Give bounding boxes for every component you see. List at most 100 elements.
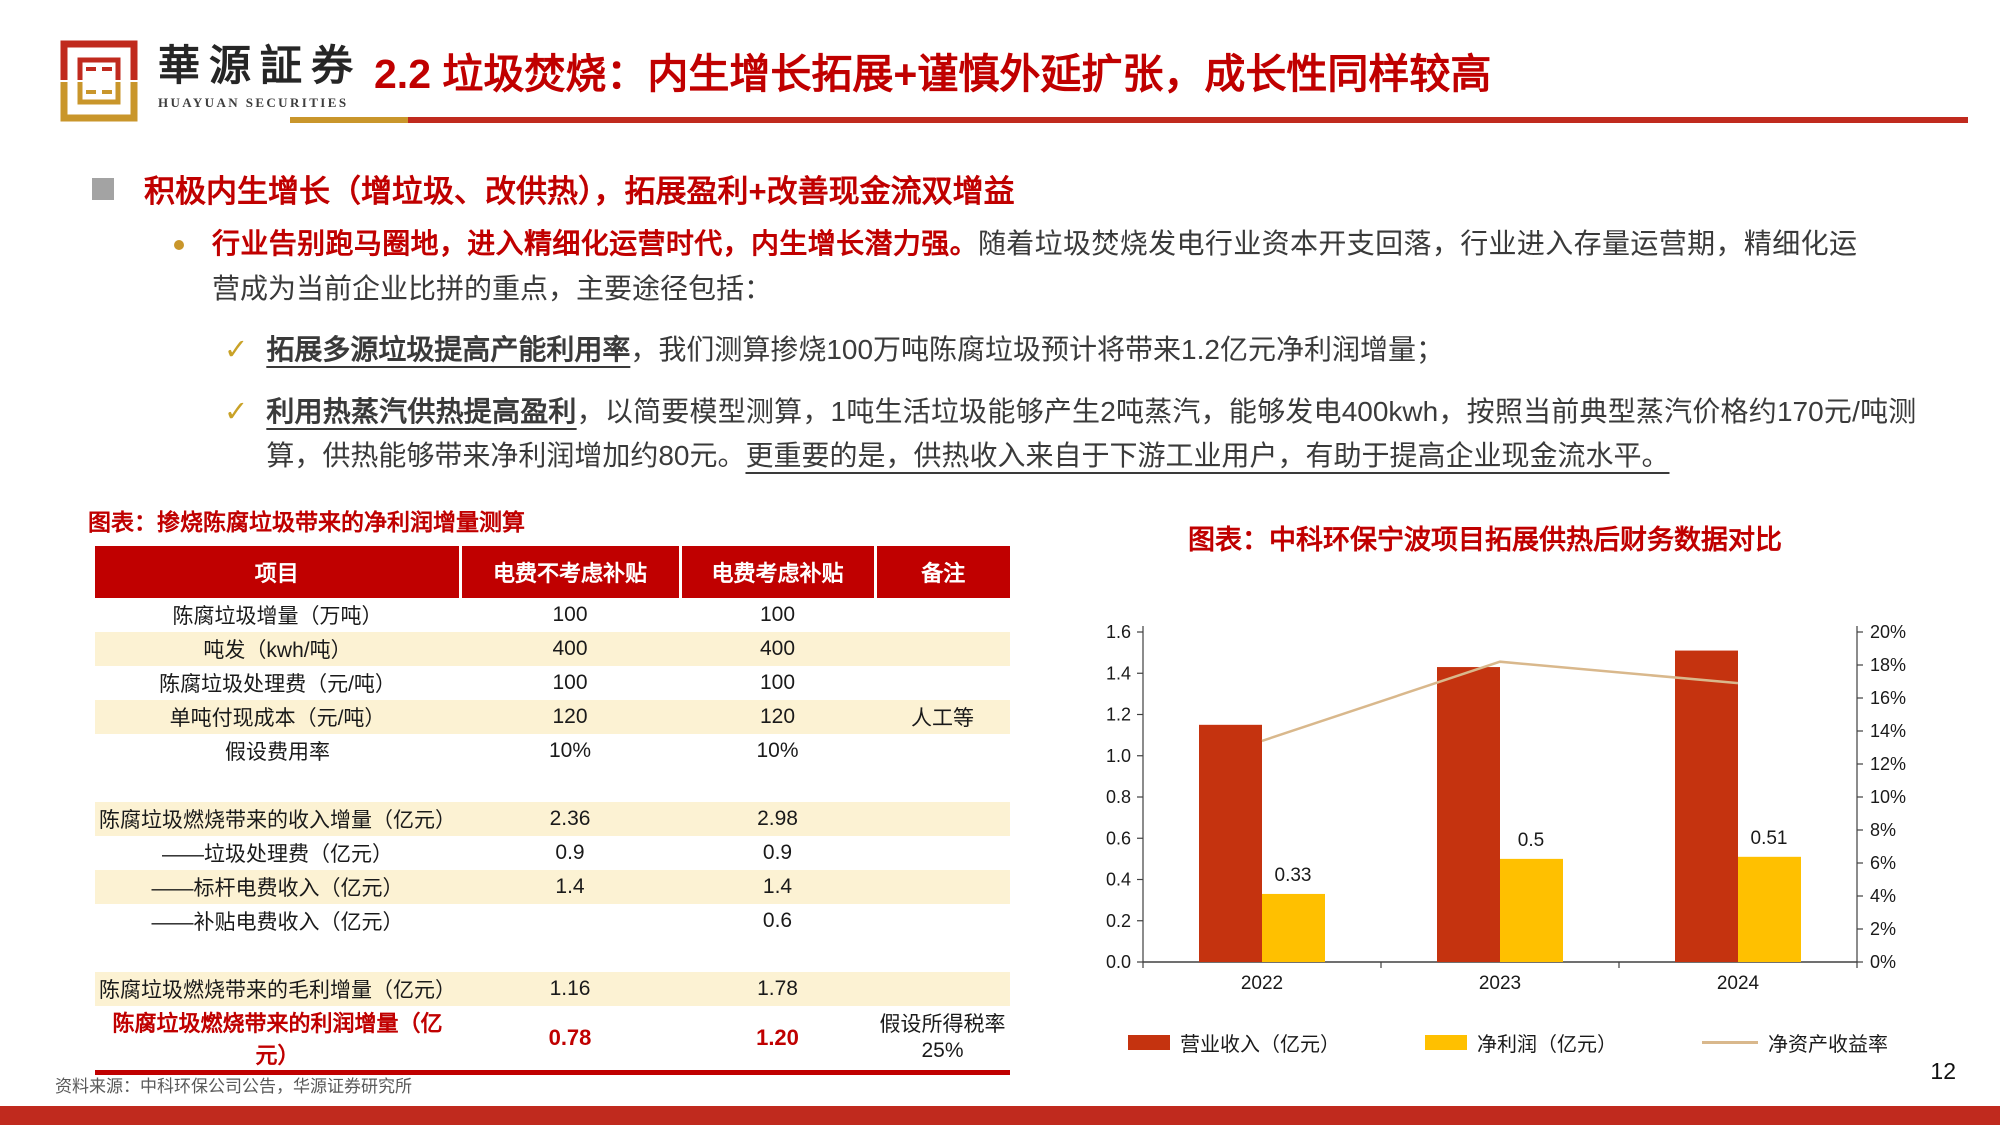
text-segment: ，我们测算掺烧100万吨陈腐垃圾预计将带来1.2亿元净利润增量；	[630, 334, 1444, 365]
logo-en-text: HUAYUAN SECURITIES	[158, 95, 349, 111]
table-cell: 陈腐垃圾燃烧带来的毛利增量（亿元）	[95, 972, 460, 1006]
text-segment: 行业告别跑马圈地，进入精细化运营时代，内生增长潜力强。	[212, 228, 978, 259]
logo: 華源証券 HUAYUAN SECURITIES	[56, 36, 362, 126]
table-row: ——补贴电费收入（亿元） 0.6	[95, 904, 1010, 938]
table-cell: 100	[552, 671, 588, 694]
section-heading: 积极内生增长（增垃圾、改供热），拓展盈利+改善现金流双增益	[144, 174, 1015, 209]
table-cell: 120	[460, 700, 680, 734]
table-cell: 0.78	[548, 1025, 592, 1050]
legend-bar-swatch	[1128, 1035, 1170, 1050]
table-cell: 400	[680, 632, 875, 666]
revenue-bar	[1675, 650, 1738, 962]
right-axis-label: 2%	[1870, 919, 1896, 939]
left-axis-label: 0.6	[1106, 828, 1131, 848]
table-cell: 100	[759, 603, 796, 626]
text-segment: ，以简要模型测算，1吨生活垃圾能够产生2吨蒸汽，能够发电400kwh，按照当前典…	[266, 396, 1917, 472]
legend-label: 营业收入（亿元）	[1180, 1034, 1340, 1056]
table-cell: 陈腐垃圾燃烧带来的利润增量（亿元）	[112, 1011, 443, 1068]
legend-item: 净利润（亿元）	[1425, 1028, 1617, 1057]
logo-cn-text: 華源証券	[158, 44, 363, 90]
source-note: 资料来源：中科环保公司公告，华源证券研究所	[55, 1077, 412, 1096]
table-cell: 陈腐垃圾处理费（元/吨）	[159, 673, 396, 696]
table-cell: ——垃圾处理费（亿元）	[162, 843, 393, 866]
legend-label: 净资产收益率	[1768, 1034, 1888, 1056]
legend-bar-swatch	[1425, 1035, 1467, 1050]
table-cell: 单吨付现成本（元/吨）	[95, 700, 460, 734]
table-cell: 0.6	[762, 909, 793, 932]
divider-red-segment	[408, 117, 1968, 123]
divider-gold-segment	[290, 117, 408, 123]
check-bullet-2: ✓ 利用热蒸汽供热提高盈利，以简要模型测算，1吨生活垃圾能够产生2吨蒸汽，能够发…	[224, 390, 1916, 478]
left-axis-label: 0.8	[1106, 787, 1131, 807]
text-segment: 拓展多源垃圾提高产能利用率	[266, 334, 631, 365]
table-row: ——垃圾处理费（亿元） 0.9 0.9	[95, 836, 1010, 870]
table-cell	[875, 904, 1010, 938]
table-cell: ——标杆电费收入（亿元）	[95, 870, 460, 904]
table-cell	[95, 768, 460, 802]
financial-comparison-chart: 0.0 0.2 0.4 0.6 0.8 1.0 1.2 1.4 1.6 0% 2% 4% 6% 8% 10%…	[1106, 622, 1906, 994]
table-column-header: 备注	[875, 546, 1010, 598]
table-cell: 400	[460, 632, 680, 666]
category-label: 2024	[1717, 973, 1760, 994]
table-cell: 陈腐垃圾增量（万吨）	[172, 605, 383, 628]
table-title: 图表：掺烧陈腐垃圾带来的净利润增量测算	[88, 509, 525, 535]
check-bullet-2-text: 利用热蒸汽供热提高盈利，以简要模型测算，1吨生活垃圾能够产生2吨蒸汽，能够发电4…	[266, 390, 1916, 478]
table-row: 吨发（kwh/吨） 400 400	[95, 632, 1010, 666]
bar-data-label: 0.51	[1751, 828, 1788, 849]
table-cell	[460, 904, 680, 938]
bar-data-label: 0.5	[1518, 830, 1544, 851]
table-cell	[875, 836, 1010, 870]
table-cell: 120	[680, 700, 875, 734]
table-cell	[875, 598, 1010, 632]
legend-line-swatch	[1702, 1041, 1758, 1044]
table-row: 陈腐垃圾燃烧带来的利润增量（亿元） 0.78 1.20 假设所得税率 25%	[95, 1006, 1010, 1073]
page-title: 2.2 垃圾焚烧：内生增长拓展+谨慎外延扩张，成长性同样较高	[374, 51, 1492, 97]
right-axis-label: 18%	[1870, 655, 1906, 675]
table-cell: 10%	[548, 739, 592, 762]
roe-line	[1261, 660, 1739, 743]
huayuan-seal-icon	[60, 40, 138, 122]
table-cell: 假设所得税率 25%	[879, 1012, 1006, 1062]
footer-bar	[0, 1106, 2000, 1125]
table-column-header: 电费考虑补贴	[680, 546, 877, 598]
left-axis-label: 0.4	[1106, 870, 1131, 890]
table-cell: 1.4	[460, 870, 680, 904]
table-row: 陈腐垃圾燃烧带来的毛利增量（亿元） 1.16 1.78	[95, 972, 1010, 1006]
right-axis-label: 16%	[1870, 688, 1906, 708]
profit-bar	[1738, 856, 1801, 962]
table-cell: 2.98	[680, 802, 875, 836]
table-cell	[680, 768, 875, 802]
category-label: 2023	[1479, 973, 1521, 994]
left-axis-label: 1.2	[1106, 705, 1131, 725]
table-cell	[875, 802, 1010, 836]
legend-item: 净资产收益率	[1702, 1028, 1888, 1057]
check-bullet-1: ✓ 拓展多源垃圾提高产能利用率，我们测算掺烧100万吨陈腐垃圾预计将带来1.2亿…	[224, 328, 1916, 373]
table-cell: 假设费用率	[225, 741, 330, 764]
table-cell: 1.16	[460, 972, 680, 1006]
table-cell: 1.4	[680, 870, 875, 904]
table-column-header: 电费不考虑补贴	[460, 546, 682, 598]
table-cell: 1.78	[680, 972, 875, 1006]
legend-label: 净利润（亿元）	[1477, 1034, 1617, 1056]
right-axis-label: 0%	[1870, 952, 1896, 972]
table-cell	[875, 734, 1010, 768]
text-segment: 更重要的是，供热收入来自于下游工业用户，有助于提高企业现金流水平。	[745, 440, 1670, 472]
table-row: 假设费用率 10% 10%	[95, 734, 1010, 768]
checkmark-icon: ✓	[224, 334, 249, 366]
table-spacer-row	[95, 768, 1010, 802]
intro-paragraph: 行业告别跑马圈地，进入精细化运营时代，内生增长潜力强。随着垃圾焚烧发电行业资本开…	[212, 222, 1857, 312]
category-label: 2022	[1241, 973, 1283, 994]
table-cell	[95, 938, 460, 972]
right-axis-label: 14%	[1870, 721, 1906, 741]
text-segment: 利用热蒸汽供热提高盈利	[266, 396, 577, 427]
table-cell: 2.36	[460, 802, 680, 836]
table-cell: 1.20	[756, 1025, 799, 1050]
table-cell: 100	[552, 603, 588, 626]
left-axis-label: 1.0	[1106, 746, 1131, 766]
right-axis-label: 20%	[1870, 622, 1906, 642]
table-cell: 陈腐垃圾燃烧带来的收入增量（亿元）	[95, 802, 460, 836]
table-cell	[875, 938, 1010, 972]
table-row: ——标杆电费收入（亿元） 1.4 1.4	[95, 870, 1010, 904]
profit-bar	[1500, 858, 1563, 962]
